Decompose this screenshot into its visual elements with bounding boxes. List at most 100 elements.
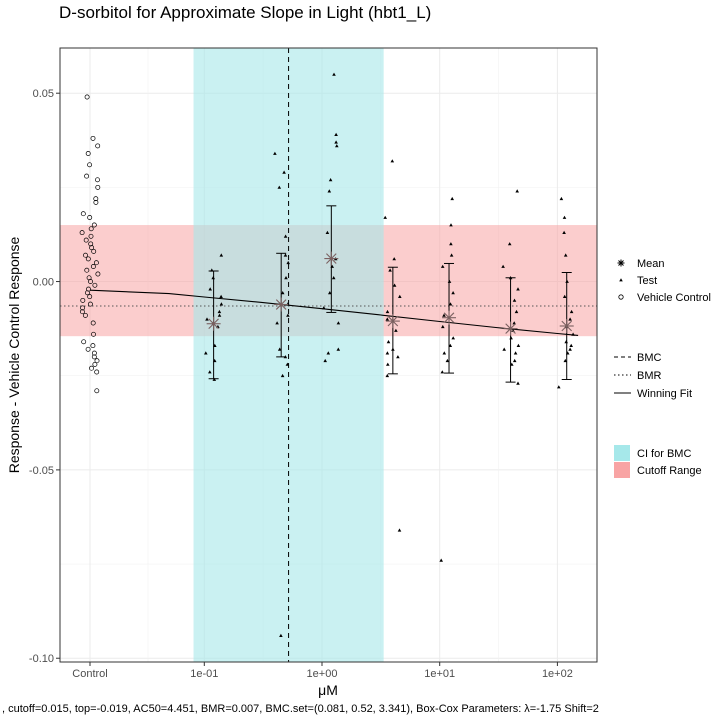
vehicle-control-point	[88, 233, 94, 239]
vehicle-control-point	[87, 294, 93, 300]
legend-key-cutoff-range	[614, 462, 630, 478]
vehicle-control-point	[89, 245, 95, 251]
legend-key-vehicle-control	[618, 294, 624, 300]
test-point	[273, 151, 277, 155]
mean-marker	[206, 316, 221, 331]
vehicle-control-point	[93, 196, 99, 202]
legend-label-bmc: BMC	[637, 352, 662, 364]
test-point	[569, 343, 573, 347]
test-point	[219, 294, 223, 298]
test-point	[507, 242, 512, 246]
test-point	[336, 347, 341, 351]
test-point	[516, 343, 521, 347]
vehicle-control-point	[87, 162, 93, 168]
test-point	[325, 230, 330, 234]
legend-label-test: Test	[637, 275, 657, 287]
test-point	[277, 185, 282, 189]
vehicle-control-point	[93, 260, 99, 266]
test-point	[451, 336, 455, 340]
test-point	[326, 351, 331, 355]
legend-label-bmr: BMR	[637, 370, 662, 382]
point-layer	[79, 72, 575, 637]
vehicle-control-point	[90, 264, 96, 269]
test-point	[440, 264, 445, 268]
vehicle-control-point	[84, 267, 90, 273]
vehicle-control-point	[82, 312, 88, 318]
test-point	[508, 276, 513, 280]
legend-key-test	[619, 278, 623, 282]
test-point	[388, 268, 392, 272]
test-point	[448, 302, 453, 306]
test-point	[440, 370, 445, 374]
vehicle-control-point	[80, 297, 86, 303]
test-point	[562, 294, 567, 298]
vehicle-control-point	[87, 301, 93, 307]
vehicle-control-point	[95, 177, 100, 183]
vehicle-control-point	[91, 331, 96, 337]
test-point	[396, 355, 400, 359]
vehicle-control-point	[83, 252, 88, 258]
test-point	[385, 309, 390, 314]
x-tick-label: 1e-01	[190, 668, 218, 680]
test-point	[385, 317, 390, 321]
vehicle-control-point	[91, 354, 97, 360]
test-point	[394, 328, 398, 332]
test-point	[516, 381, 520, 385]
vehicle-control-point	[87, 215, 93, 220]
mean-marker	[503, 321, 518, 336]
vehicle-control-point	[85, 256, 91, 262]
legend-label-cutoff-range: Cutoff Range	[637, 465, 702, 477]
test-point	[569, 309, 574, 314]
x-axis-title: μM	[318, 682, 338, 698]
test-point	[441, 324, 445, 329]
vehicle-control-point	[89, 365, 94, 371]
legend-key-ci-for-bmc	[614, 445, 630, 461]
mean-marker	[559, 318, 574, 333]
test-point	[501, 264, 505, 268]
y-tick-label: -0.05	[29, 465, 54, 477]
test-point	[208, 287, 212, 291]
x-tick-label: 1e+00	[307, 668, 338, 680]
vehicle-control-point	[92, 282, 98, 288]
test-point	[210, 268, 214, 272]
test-point	[557, 385, 561, 389]
vehicle-control-point	[90, 135, 96, 141]
test-point	[571, 332, 575, 336]
test-point	[565, 351, 570, 355]
test-point	[211, 276, 215, 280]
test-point	[450, 196, 454, 201]
test-point	[331, 276, 336, 280]
line-layer	[60, 48, 597, 662]
vehicle-control-point	[90, 343, 96, 349]
test-point	[283, 234, 288, 238]
vehicle-control-point	[83, 237, 89, 243]
legend-label-mean: Mean	[637, 258, 665, 270]
test-point	[277, 347, 282, 351]
vehicle-control-point	[84, 94, 90, 100]
vehicle-control-point	[92, 361, 98, 367]
footer-note: , cutoff=0.015, top=-0.019, AC50=4.451, …	[2, 703, 599, 715]
test-point	[217, 313, 222, 317]
test-point	[565, 279, 569, 283]
test-point	[330, 264, 334, 268]
test-point	[219, 253, 224, 257]
test-point	[502, 347, 506, 351]
test-point	[447, 279, 452, 283]
test-point	[334, 132, 338, 136]
test-point	[442, 313, 446, 317]
vehicle-control-point	[88, 279, 93, 284]
test-point	[204, 351, 208, 355]
vehicle-control-point	[91, 350, 97, 356]
vehicle-control-point	[95, 271, 101, 277]
test-point	[398, 294, 402, 298]
test-point	[449, 223, 453, 227]
test-point	[286, 260, 290, 265]
vehicle-control-point	[85, 151, 91, 156]
legend: Mean Test Vehicle Control BMC BMR Winning Fit…	[614, 258, 711, 478]
vehicle-control-point	[80, 211, 86, 217]
y-tick-label: -0.10	[29, 653, 54, 665]
winning-fit-line	[89, 289, 579, 336]
legend-label-ci-for-bmc: CI for BMC	[637, 448, 691, 460]
test-point	[513, 351, 518, 355]
